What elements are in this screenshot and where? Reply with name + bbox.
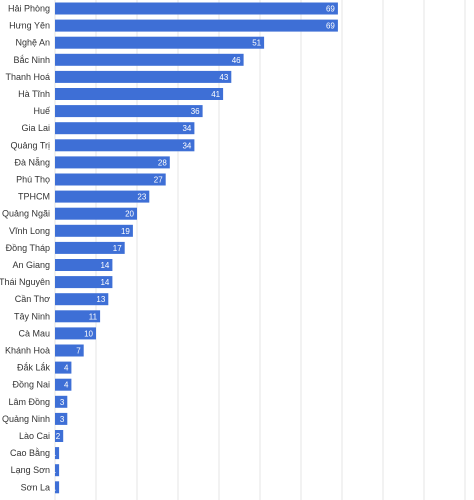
value-label: 17 bbox=[113, 244, 122, 253]
category-label: Huế bbox=[33, 106, 50, 116]
bar bbox=[55, 327, 96, 340]
bar bbox=[55, 173, 166, 186]
bar bbox=[55, 70, 232, 83]
category-labels: Hải Phòng Hưng Yên Nghệ An Bắc Ninh Thanh Ho… bbox=[0, 4, 50, 493]
category-label: Bắc Ninh bbox=[13, 55, 50, 65]
value-label: 10 bbox=[84, 329, 93, 338]
bar bbox=[55, 156, 170, 169]
category-label: Lào Cai bbox=[19, 431, 50, 441]
value-label: 20 bbox=[125, 210, 134, 219]
category-label: Đà Nẵng bbox=[14, 157, 50, 167]
category-label: Cao Bằng bbox=[10, 448, 50, 458]
bar bbox=[55, 53, 244, 66]
category-label: Sơn La bbox=[21, 482, 50, 492]
category-label: Hưng Yên bbox=[9, 21, 50, 31]
bar bbox=[55, 481, 60, 494]
value-label: 4 bbox=[64, 364, 69, 373]
bar bbox=[55, 36, 265, 49]
category-label: Vĩnh Long bbox=[9, 226, 50, 236]
category-label: Gia Lai bbox=[21, 123, 50, 133]
value-label: 34 bbox=[182, 141, 191, 150]
value-label: 36 bbox=[191, 107, 200, 116]
value-label: 1 bbox=[52, 483, 57, 492]
category-label: Cà Mau bbox=[18, 328, 50, 338]
value-label: 51 bbox=[252, 39, 261, 48]
category-label: Đắk Lắk bbox=[17, 363, 51, 373]
category-label: Tây Ninh bbox=[14, 311, 50, 321]
bar bbox=[55, 395, 68, 408]
category-label: Lâm Đồng bbox=[8, 397, 50, 407]
category-label: Hà Tĩnh bbox=[18, 89, 50, 99]
category-label: Đồng Tháp bbox=[6, 243, 50, 253]
value-label: 46 bbox=[232, 56, 241, 65]
value-label: 43 bbox=[219, 73, 228, 82]
bar bbox=[55, 224, 133, 237]
bar bbox=[55, 88, 224, 100]
bar bbox=[55, 2, 338, 15]
value-label: 23 bbox=[137, 193, 146, 202]
category-label: Quảng Ninh bbox=[2, 414, 50, 424]
bar bbox=[55, 293, 109, 306]
bar bbox=[55, 190, 150, 203]
value-label: 13 bbox=[96, 295, 105, 304]
bar bbox=[55, 241, 125, 254]
bar bbox=[55, 19, 338, 32]
value-label: 14 bbox=[100, 278, 109, 287]
value-label: 1 bbox=[52, 466, 57, 475]
value-label: 69 bbox=[326, 22, 335, 31]
category-label: Cần Thơ bbox=[15, 294, 50, 304]
category-label: Hải Phòng bbox=[8, 4, 50, 14]
bar bbox=[55, 344, 84, 357]
value-label: 3 bbox=[60, 415, 65, 424]
bar bbox=[55, 105, 203, 118]
value-label: 4 bbox=[64, 381, 69, 390]
category-label: An Giang bbox=[12, 260, 50, 270]
category-label: Thái Nguyên bbox=[0, 277, 50, 287]
bar bbox=[55, 207, 137, 220]
value-label: 19 bbox=[121, 227, 130, 236]
bar bbox=[55, 139, 195, 152]
bar bbox=[55, 447, 60, 460]
category-label: Phú Thọ bbox=[16, 175, 50, 185]
gridlines bbox=[54, 0, 466, 500]
bar bbox=[55, 412, 68, 425]
value-label: 7 bbox=[76, 347, 81, 356]
value-label: 41 bbox=[211, 90, 220, 99]
bars bbox=[55, 2, 338, 494]
value-labels: 6969514643413634342827232019171414131110… bbox=[52, 5, 336, 493]
category-label: Nghệ An bbox=[15, 38, 50, 48]
bar bbox=[55, 276, 113, 289]
bar bbox=[55, 378, 72, 391]
bar bbox=[55, 310, 101, 323]
category-label: Quảng Ngãi bbox=[2, 209, 50, 219]
value-label: 28 bbox=[158, 158, 167, 167]
value-label: 2 bbox=[56, 432, 61, 441]
value-label: 69 bbox=[326, 5, 335, 14]
value-label: 14 bbox=[100, 261, 109, 270]
value-label: 34 bbox=[182, 124, 191, 133]
bar bbox=[55, 361, 72, 374]
category-label: Thanh Hoá bbox=[5, 72, 50, 82]
value-label: 11 bbox=[89, 312, 98, 321]
bar bbox=[55, 464, 60, 477]
value-label: 27 bbox=[154, 176, 163, 185]
category-label: TPHCM bbox=[18, 192, 50, 202]
bar bbox=[55, 430, 64, 442]
category-label: Lạng Sơn bbox=[11, 465, 50, 475]
category-label: Khánh Hoà bbox=[5, 346, 50, 356]
bar bbox=[55, 259, 113, 271]
bar bbox=[55, 122, 195, 135]
category-label: Quảng Trị bbox=[10, 140, 50, 150]
value-label: 1 bbox=[52, 449, 57, 458]
value-label: 3 bbox=[60, 398, 65, 407]
category-label: Đồng Nai bbox=[12, 380, 50, 390]
